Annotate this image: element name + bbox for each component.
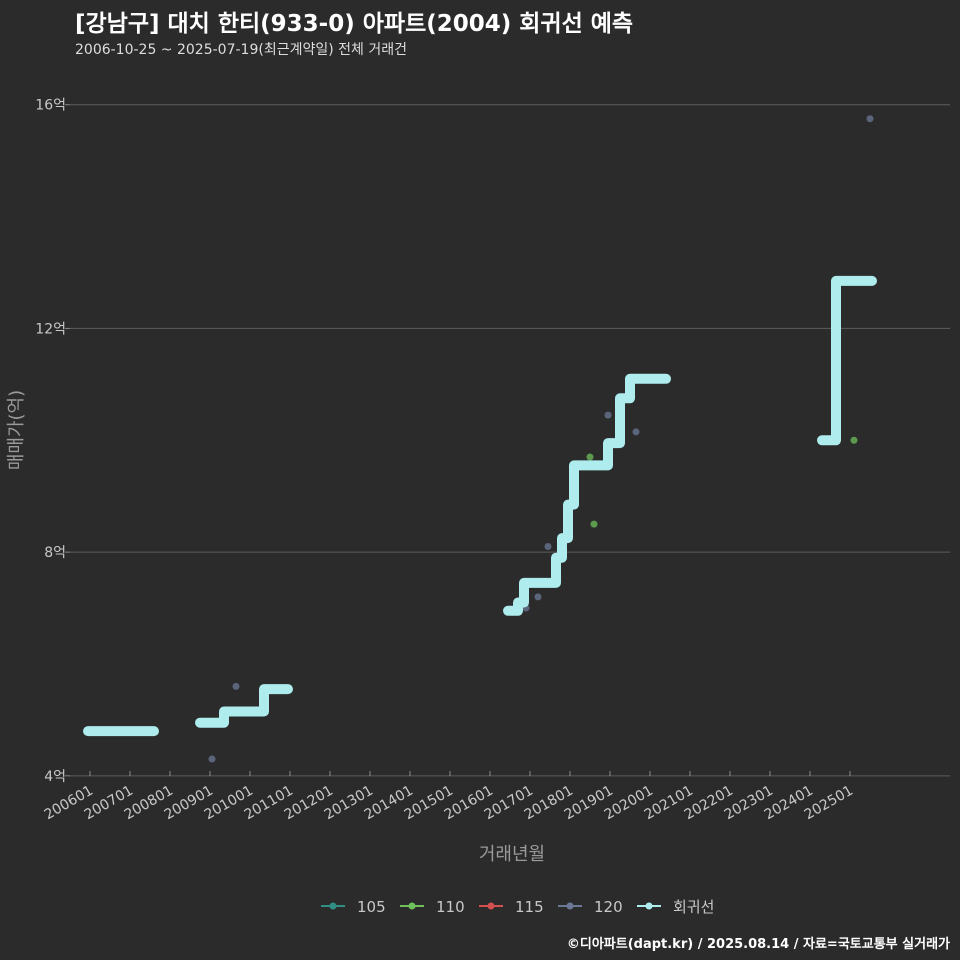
legend-label-115: 115: [515, 898, 544, 916]
data-point-110: [586, 453, 594, 461]
data-point-120: [632, 428, 640, 436]
data-point-110: [590, 520, 598, 528]
legend: 105 110 115 120 회귀선: [321, 898, 714, 916]
x-axis-ticks: 2006012007012008012009012010012011012012…: [42, 771, 856, 823]
data-point-120: [208, 755, 216, 763]
chart-title: [강남구] 대치 한티(933-0) 아파트(2004) 회귀선 예측: [75, 11, 634, 37]
data-point-120: [866, 115, 874, 123]
legend-label-120: 120: [594, 898, 623, 916]
data-point-120: [232, 682, 240, 690]
grid-lines: [70, 104, 950, 777]
y-axis-ticks: 4억 8억 12억 16억: [35, 98, 70, 785]
legend-label-회귀선: 회귀선: [673, 898, 714, 916]
data-point-120: [604, 411, 612, 419]
regression-segment: [503, 373, 671, 616]
legend-label-105: 105: [357, 898, 386, 916]
y-tick-label: 16억: [35, 98, 66, 114]
regression-segment: [817, 275, 877, 446]
regression-line: [83, 275, 877, 737]
chart-subtitle: 2006-10-25 ~ 2025-07-19(최근계약일) 전체 거래건: [75, 42, 407, 58]
y-tick-label: 8억: [44, 545, 66, 561]
legend-label-110: 110: [436, 898, 465, 916]
chart-plot: 4억 8억 12억 16억 20060120070120080120090120100…: [6, 98, 950, 916]
data-point-120: [534, 593, 542, 601]
legend-marker-105: [329, 902, 337, 910]
legend-marker-120: [566, 902, 574, 910]
regression-segment: [195, 684, 293, 728]
data-point-110: [850, 436, 858, 444]
y-axis-label: 매매가(억): [6, 390, 27, 470]
y-tick-label: 4억: [44, 769, 66, 785]
scatter-points: [208, 115, 874, 763]
x-axis-label: 거래년월: [479, 844, 545, 865]
y-tick-label: 12억: [35, 321, 66, 337]
legend-marker-회귀선: [645, 902, 653, 910]
legend-marker-115: [487, 902, 495, 910]
legend-marker-110: [408, 902, 416, 910]
footer-credit: ©디아파트(dapt.kr) / 2025.08.14 / 자료=국토교통부 실…: [566, 937, 950, 952]
data-point-120: [544, 543, 552, 551]
